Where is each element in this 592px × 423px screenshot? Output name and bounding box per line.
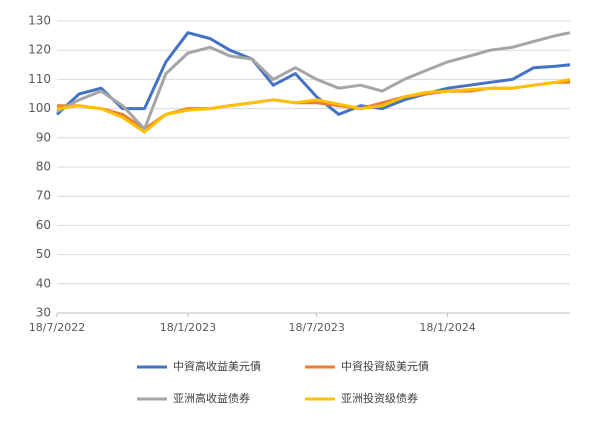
y-tick-label: 110 [28,72,51,86]
x-tick-label: 18/7/2023 [288,321,344,334]
y-tick-label: 80 [36,160,51,174]
series-line [56,31,571,131]
y-tick-label: 60 [36,218,51,232]
y-tick-label: 40 [36,276,51,290]
legend-label: 亚洲投资级债券 [341,391,418,405]
series-line [56,77,571,134]
y-tick-label: 50 [36,247,51,261]
legend-label: 亚洲高收益债券 [173,391,250,405]
y-tick-label: 100 [28,101,51,115]
x-tick-label: 18/1/2024 [419,321,475,334]
legend-label: 中資投資級美元債 [341,359,429,373]
legend-label: 中資高收益美元債 [173,359,261,373]
x-tick-label: 18/1/2023 [160,321,216,334]
y-tick-label: 120 [28,43,51,57]
y-tick-label: 130 [28,14,51,28]
x-tick-label: 18/7/2022 [29,321,85,334]
y-tick-label: 30 [36,306,51,320]
y-tick-label: 90 [36,130,51,144]
y-tick-label: 70 [36,189,51,203]
series-line [55,31,571,116]
